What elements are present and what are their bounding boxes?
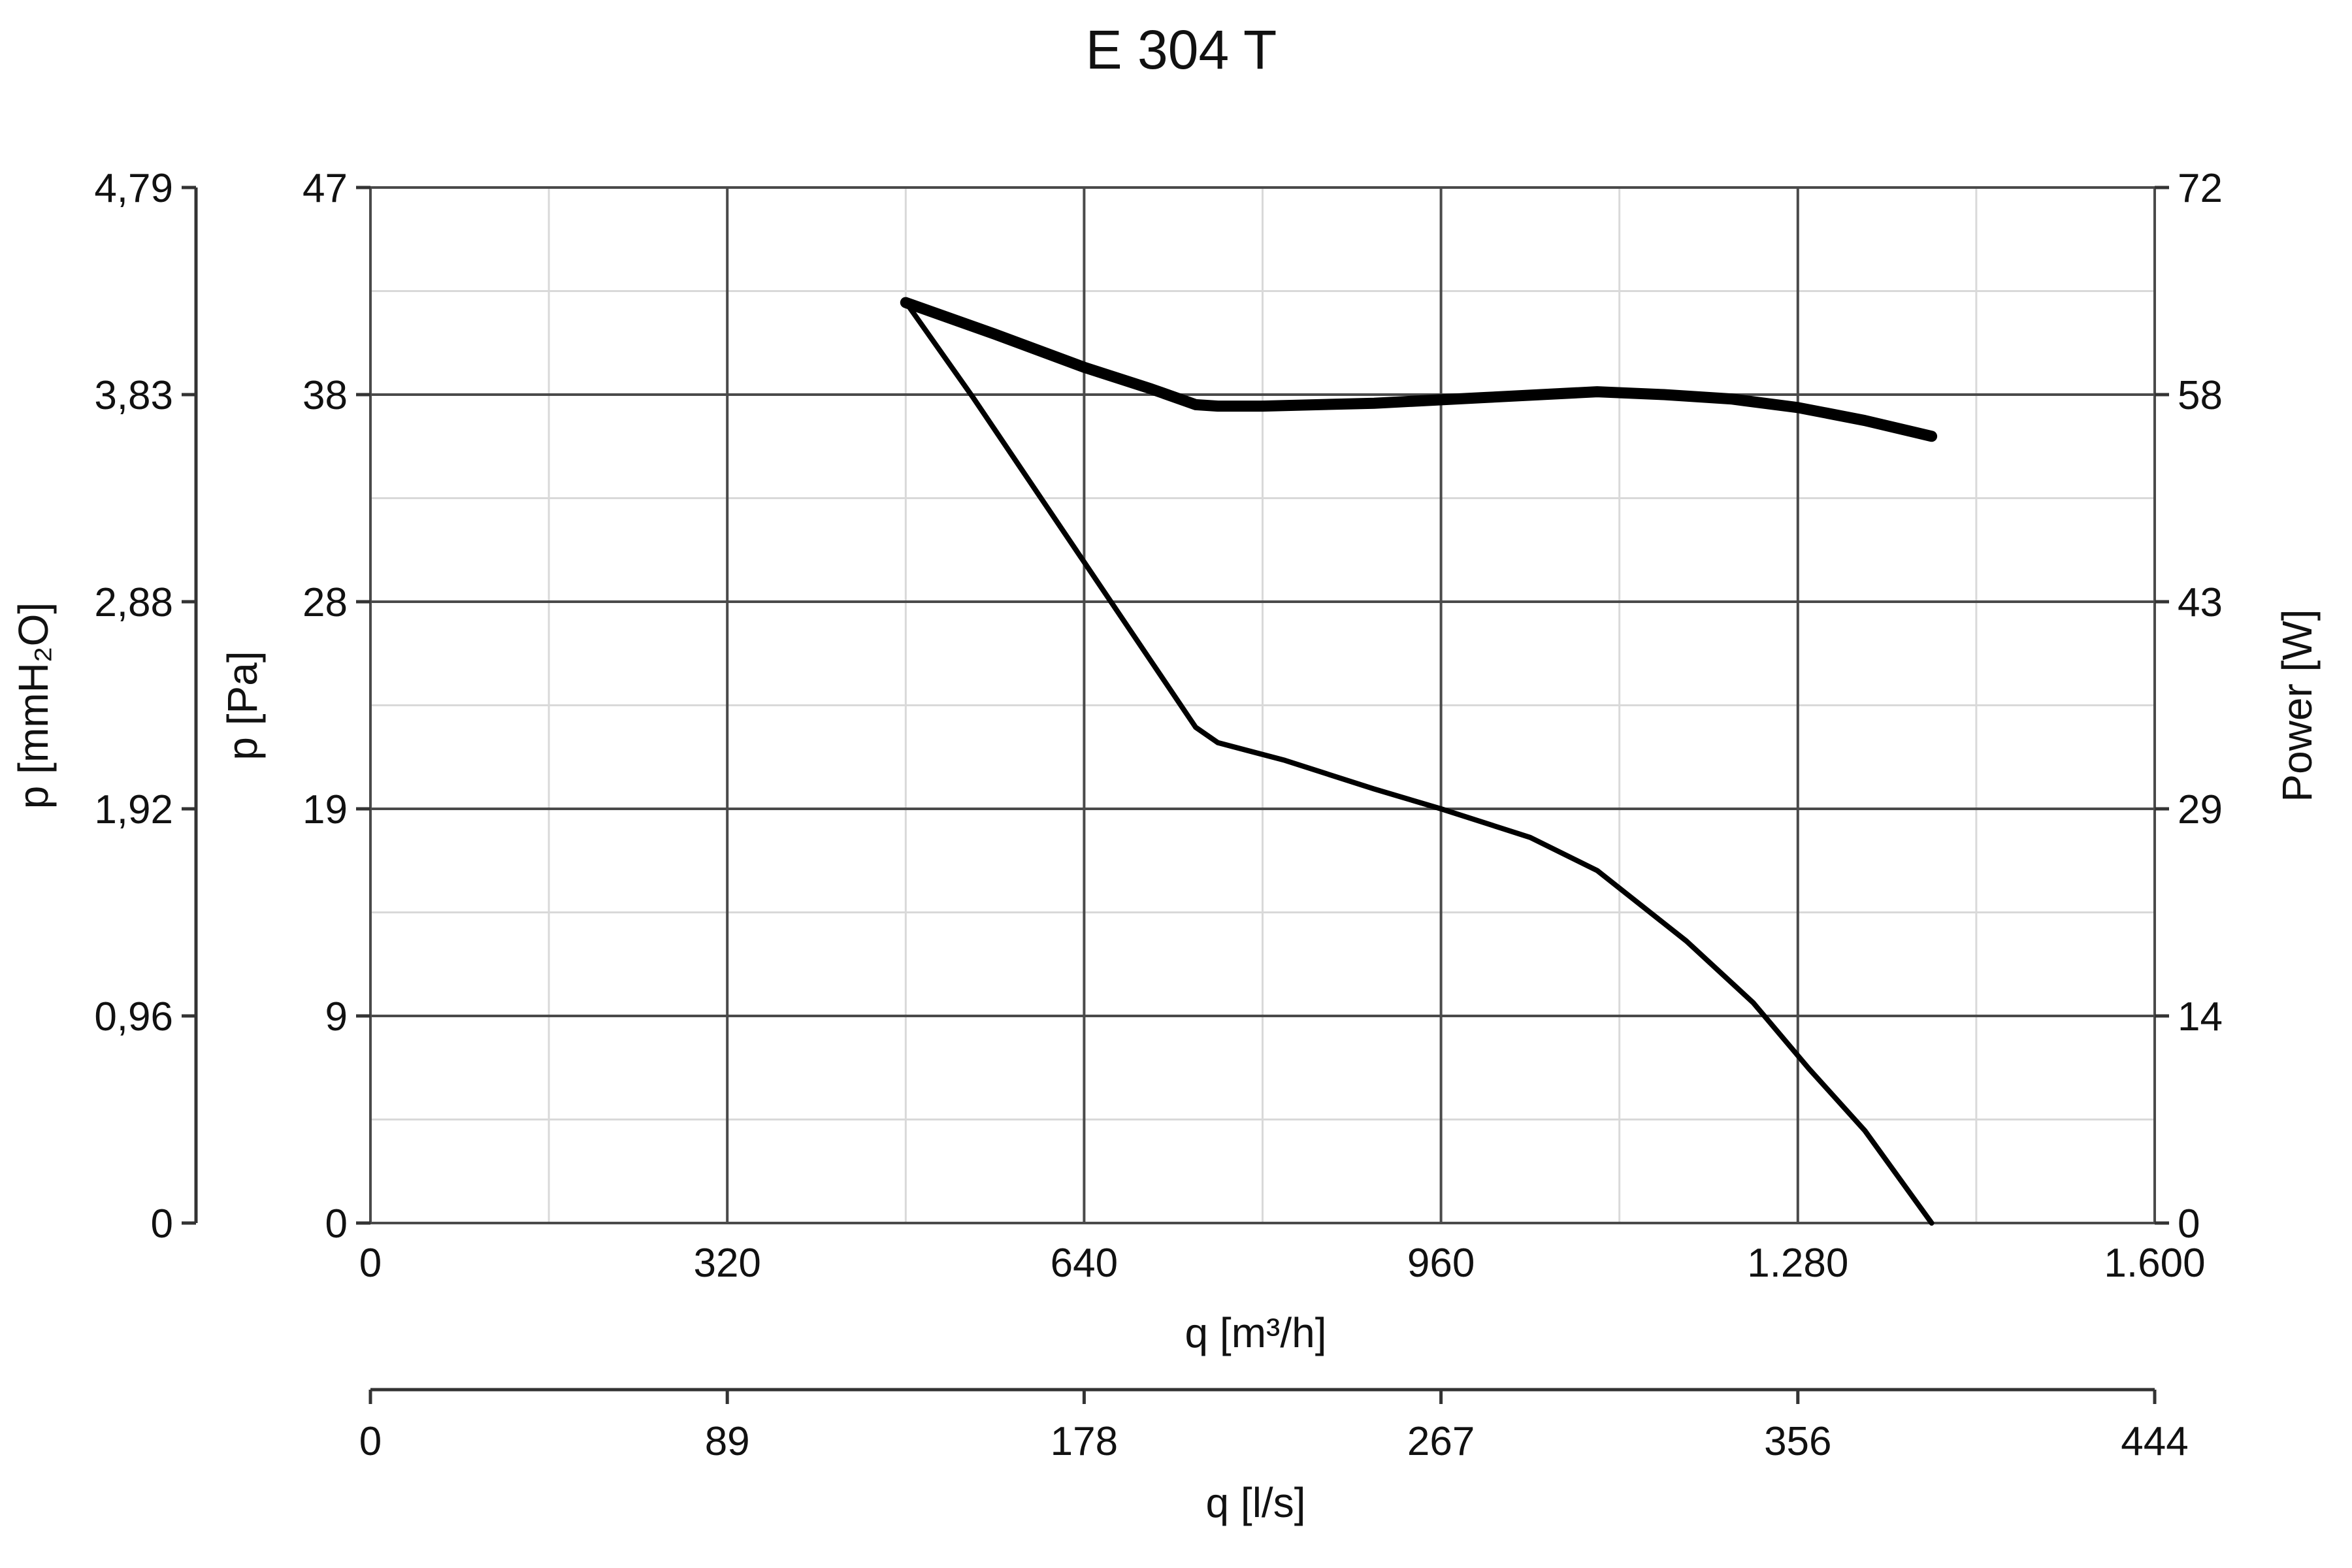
y-right-tick-label: 29: [2178, 787, 2223, 832]
x2-axis-label: q [l/s]: [1206, 1479, 1306, 1526]
x-tick-label: 320: [693, 1241, 760, 1286]
y-tick-label: 9: [325, 994, 348, 1039]
chart-title: E 304 T: [1086, 19, 1277, 80]
x-tick-label: 640: [1051, 1241, 1118, 1286]
y-outer-tick-label: 3,83: [94, 373, 173, 418]
axes: [182, 186, 2169, 1404]
y-right-tick-label: 72: [2178, 166, 2223, 211]
y-right-tick-label: 0: [2178, 1201, 2200, 1247]
y-right-tick-label: 43: [2178, 580, 2223, 625]
x2-tick-label: 444: [2121, 1419, 2188, 1464]
y-outer-tick-label: 0,96: [94, 994, 173, 1039]
pressure-curve: [903, 299, 1935, 1226]
x2-tick-label: 356: [1764, 1419, 1831, 1464]
y-tick-label: 0: [325, 1201, 348, 1247]
y-outer-tick-label: 4,79: [94, 166, 173, 211]
y-outer-tick-label: 2,88: [94, 580, 173, 625]
y-axis-label: p [Pa]: [219, 651, 266, 760]
x-tick-label: 1.280: [1747, 1241, 1848, 1286]
series-lines: [900, 297, 1938, 1226]
grid: [369, 186, 2156, 1224]
y-tick-label: 28: [302, 580, 348, 625]
x2-tick-label: 89: [705, 1419, 750, 1464]
y-right-tick-label: 58: [2178, 373, 2223, 418]
y-tick-label: 38: [302, 373, 348, 418]
y-right-tick-label: 14: [2178, 994, 2223, 1039]
x2-tick-label: 178: [1051, 1419, 1118, 1464]
y-outer-tick-label: 1,92: [94, 787, 173, 832]
x-tick-label: 1.600: [2104, 1241, 2205, 1286]
y-outer-axis-label: p [mmH₂O]: [10, 602, 57, 809]
power-curve: [900, 297, 1938, 442]
x-tick-label: 960: [1407, 1241, 1475, 1286]
x-tick-label: 0: [359, 1241, 382, 1286]
x2-tick-label: 267: [1407, 1419, 1475, 1464]
y-tick-label: 47: [302, 166, 348, 211]
x2-tick-label: 0: [359, 1419, 382, 1464]
y-tick-label: 19: [302, 787, 348, 832]
x-axis-label: q [m³/h]: [1185, 1309, 1327, 1356]
y-right-axis-label: Power [W]: [2274, 609, 2321, 802]
y-outer-tick-label: 0: [151, 1201, 173, 1247]
